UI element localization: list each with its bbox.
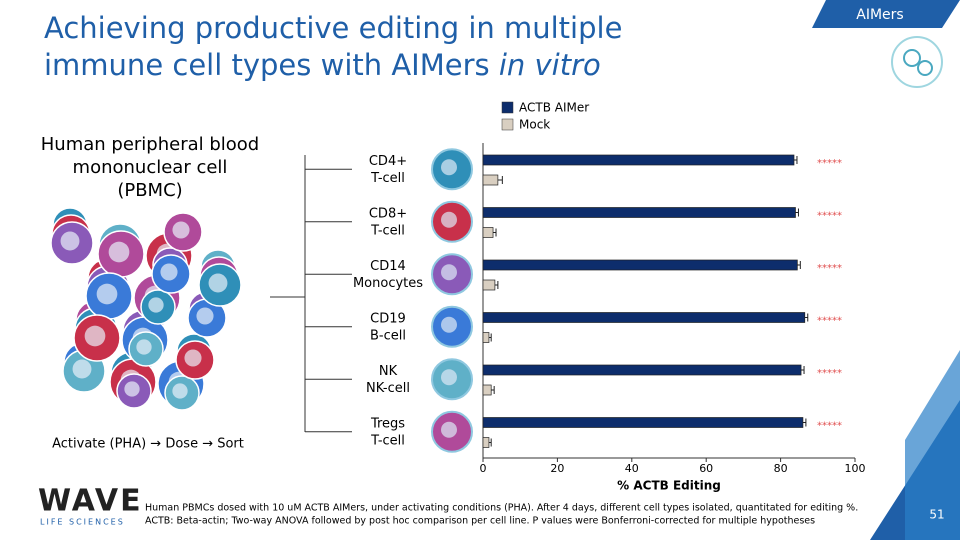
legend-label: ACTB AIMer	[519, 101, 589, 115]
nucleus	[108, 241, 130, 263]
category-label: CD14	[370, 259, 406, 274]
significance: *****	[817, 421, 842, 432]
nucleus	[124, 381, 140, 397]
category-label: CD19	[370, 311, 406, 326]
footnote: Human PBMCs dosed with 10 uM ACTB AIMers…	[145, 503, 858, 514]
category-sublabel: T-cell	[370, 171, 405, 186]
nucleus	[136, 339, 152, 355]
error-bar	[497, 176, 503, 184]
bar	[482, 332, 490, 343]
icon-cell	[917, 60, 933, 76]
category-sublabel: B-cell	[370, 328, 406, 343]
footnote: ACTB: Beta-actin; Two-way ANOVA followed…	[145, 516, 815, 527]
error-bar	[488, 333, 492, 342]
bracket	[270, 155, 306, 432]
x-axis-label: % ACTB Editing	[617, 479, 721, 493]
category-sublabel: NK-cell	[366, 381, 410, 396]
cell-icon-nucleus	[441, 369, 457, 386]
error-bar	[494, 281, 499, 289]
pbmc-label: Human peripheral blood	[41, 134, 259, 155]
title-line: Achieving productive editing in multiple	[44, 11, 622, 45]
x-tick-label: 80	[774, 462, 788, 475]
nucleus	[160, 263, 178, 281]
logo-sub: LIFE SCIENCES	[40, 518, 125, 527]
category-sublabel: Monocytes	[353, 276, 423, 291]
category-label: CD8+	[369, 206, 407, 221]
title-line: immune cell types with AIMers	[44, 48, 490, 82]
bar	[482, 174, 499, 186]
legend-swatch	[501, 101, 514, 114]
category-label: NK	[379, 364, 398, 379]
bar	[482, 384, 492, 396]
title: Achieving productive editing in multiple	[44, 11, 622, 45]
nucleus	[184, 349, 202, 367]
nucleus	[196, 307, 214, 325]
error-bar	[795, 208, 799, 217]
page-number: 51	[929, 508, 944, 522]
significance: *****	[817, 211, 842, 222]
bar	[482, 312, 806, 323]
nucleus	[96, 283, 118, 305]
nucleus	[60, 231, 80, 251]
pbmc-cluster	[50, 207, 242, 411]
nucleus	[84, 325, 106, 347]
bar	[482, 154, 795, 166]
pbmc-label: mononuclear cell	[73, 157, 228, 178]
significance: *****	[817, 316, 842, 327]
bar	[482, 259, 798, 271]
x-tick-label: 100	[845, 462, 866, 475]
corner-shape	[905, 350, 960, 540]
bar	[482, 417, 804, 428]
cell-icon-nucleus	[441, 159, 457, 176]
icon	[891, 36, 943, 88]
x-tick-label: 60	[699, 462, 713, 475]
bar	[482, 207, 796, 218]
nucleus	[208, 273, 228, 293]
bar	[482, 279, 496, 291]
error-bar	[801, 366, 805, 374]
error-bar	[797, 261, 801, 269]
bar	[482, 227, 494, 238]
error-bar	[493, 228, 497, 237]
tag: AIMers	[856, 7, 903, 23]
category-label: Tregs	[370, 416, 405, 431]
nucleus	[172, 383, 188, 399]
x-tick-label: 20	[550, 462, 564, 475]
legend-swatch	[501, 118, 514, 131]
significance: *****	[817, 158, 842, 169]
tag-shape	[812, 0, 960, 28]
icon-cell	[903, 49, 921, 67]
category-sublabel: T-cell	[370, 223, 405, 238]
bar	[482, 437, 490, 448]
bar	[482, 364, 802, 376]
x-tick-label: 40	[625, 462, 639, 475]
x-tick-label: 0	[480, 462, 487, 475]
cell-icon-nucleus	[441, 316, 457, 333]
title: immune cell types with AIMers in vitro	[44, 48, 601, 82]
title-italic: in vitro	[499, 48, 601, 82]
nucleus	[148, 297, 164, 313]
significance: *****	[817, 263, 842, 274]
cell-icon-nucleus	[441, 264, 457, 281]
logo: WAVE	[38, 484, 143, 519]
significance: *****	[817, 368, 842, 379]
cell-icon-nucleus	[441, 211, 457, 228]
workflow: Activate (PHA) → Dose → Sort	[52, 437, 244, 452]
pbmc-label: (PBMC)	[117, 180, 182, 201]
category-label: CD4+	[369, 154, 407, 169]
error-bar	[491, 386, 495, 394]
error-bar	[802, 418, 807, 427]
error-bar	[804, 313, 809, 322]
error-bar	[793, 156, 798, 164]
cell-icon-nucleus	[441, 421, 457, 438]
error-bar	[488, 438, 492, 447]
category-sublabel: T-cell	[370, 433, 405, 448]
legend-label: Mock	[519, 118, 550, 132]
nucleus	[72, 359, 92, 379]
nucleus	[172, 221, 190, 239]
